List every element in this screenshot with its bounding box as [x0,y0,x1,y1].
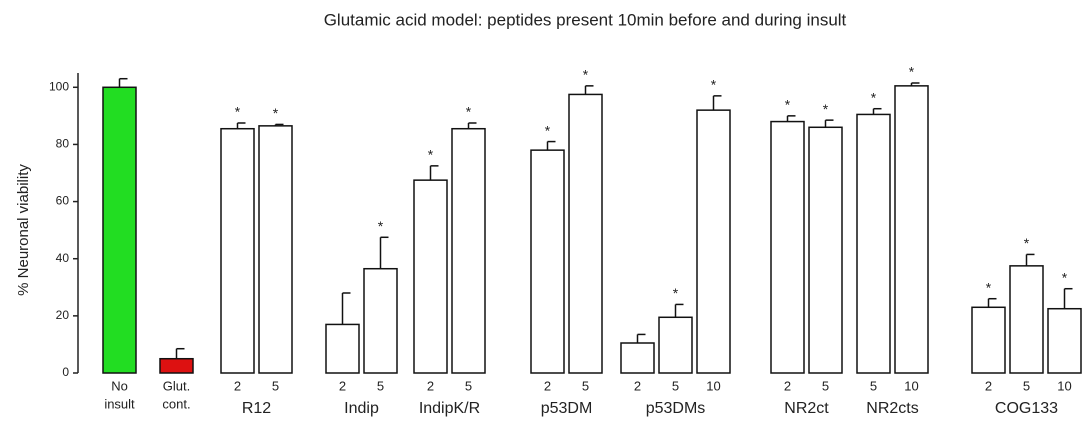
significance-star: * [466,104,472,120]
bar [451,127,486,374]
group-label: R12 [242,400,271,417]
y-tick-label: 0 [62,365,69,379]
significance-star: * [711,77,717,93]
significance-star: * [583,67,589,83]
group-label: Glut. [163,378,190,393]
dose-label: 5 [672,378,679,393]
dose-label: 10 [706,378,720,393]
bar [325,323,360,374]
bar [856,113,891,374]
dose-label: 5 [465,378,472,393]
y-tick-label: 60 [56,194,70,208]
bar [413,179,448,374]
dose-label: 5 [582,378,589,393]
significance-star: * [986,279,992,295]
group-label: COG133 [995,400,1058,417]
bar [971,306,1006,374]
dose-label: 2 [339,378,346,393]
y-tick-label: 40 [56,251,70,265]
bar [220,127,255,374]
dose-label: 2 [634,378,641,393]
significance-star: * [378,218,384,234]
significance-star: * [909,64,915,80]
dose-label: 5 [870,378,877,393]
dose-label: 5 [272,378,279,393]
y-tick-label: 20 [56,308,70,322]
bar [258,125,293,374]
group-label: NR2cts [866,400,918,417]
dose-label: 2 [427,378,434,393]
dose-label: 5 [822,378,829,393]
bar [568,93,603,374]
group-label: p53DMs [646,400,706,417]
bar [102,86,137,374]
bar [808,126,843,374]
group-label: IndipK/R [419,400,480,417]
significance-star: * [545,122,551,138]
dose-label: 5 [377,378,384,393]
dose-label: 2 [544,378,551,393]
bar [620,342,655,374]
significance-star: * [235,104,241,120]
bar [770,120,805,374]
dose-label: 2 [784,378,791,393]
bar [696,109,731,374]
bar [894,85,929,374]
significance-star: * [428,147,434,163]
y-tick-label: 80 [56,137,70,151]
y-tick-label: 100 [49,79,69,93]
significance-star: * [1024,235,1030,251]
group-label: NR2ct [784,400,829,417]
group-label: p53DM [541,400,593,417]
group-label: cont. [162,396,190,411]
dose-label: 10 [1057,378,1071,393]
significance-star: * [273,105,279,121]
bar [1047,307,1082,374]
significance-star: * [1062,269,1068,285]
significance-star: * [871,89,877,105]
group-label: No [111,378,128,393]
dose-label: 5 [1023,378,1030,393]
group-label: insult [104,396,135,411]
group-label: Indip [344,400,379,417]
chart-title: Glutamic acid model: peptides present 10… [324,10,847,29]
bar [363,267,398,374]
significance-star: * [823,101,829,117]
significance-star: * [673,285,679,301]
significance-star: * [785,97,791,113]
bar [159,357,194,374]
y-axis-label: % Neuronal viability [15,164,32,296]
bar [1009,265,1044,374]
dose-label: 2 [985,378,992,393]
dose-label: 10 [904,378,918,393]
dose-label: 2 [234,378,241,393]
bar [530,149,565,374]
bar [658,316,693,374]
